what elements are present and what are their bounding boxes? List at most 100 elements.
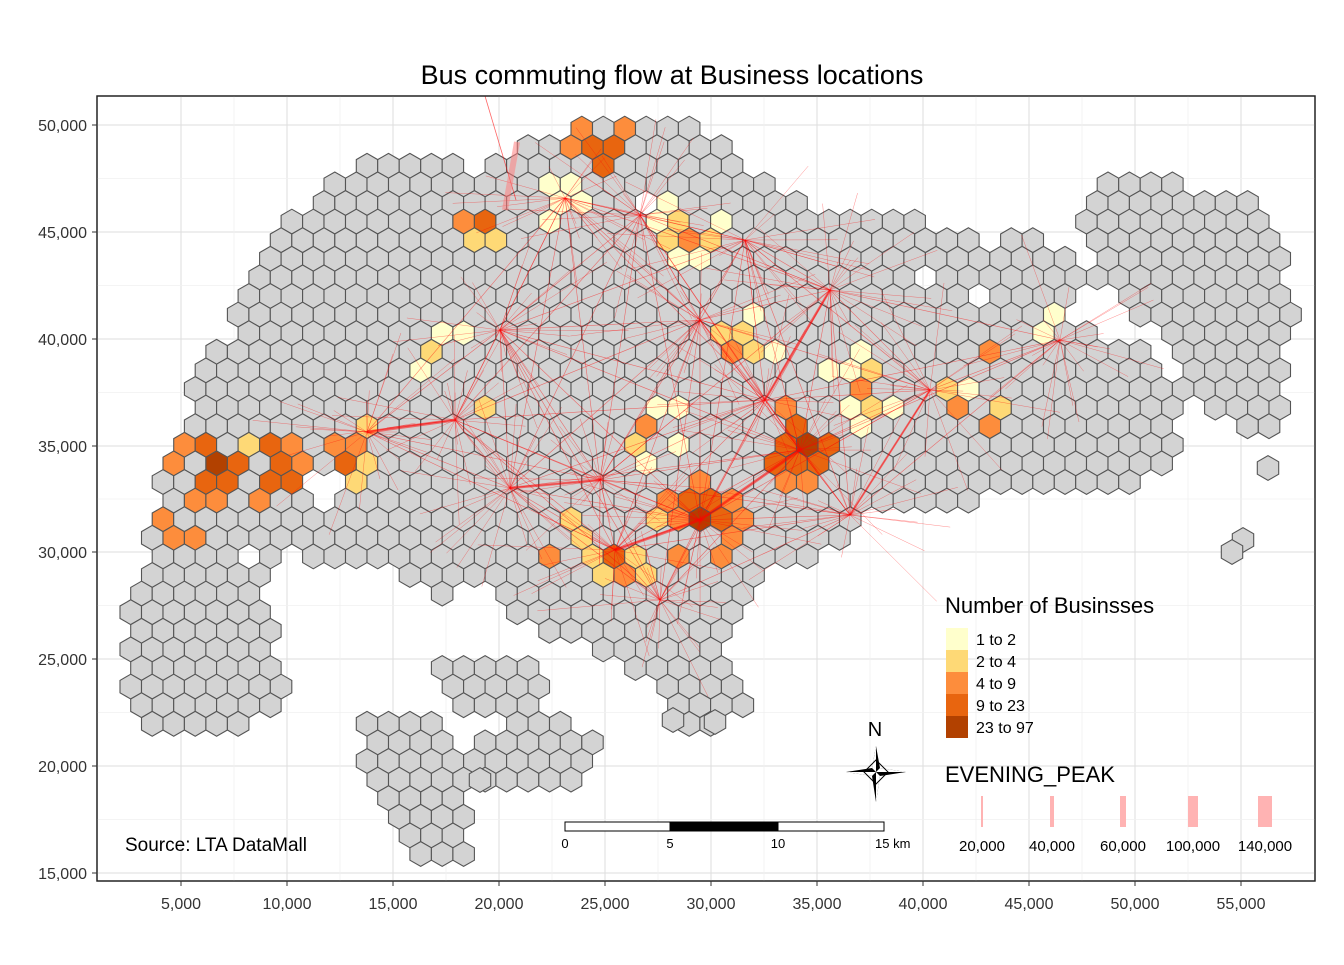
hexagon-cell [560, 767, 582, 792]
y-axis-ticks: 50,000 45,000 40,000 35,000 30,000 25,000 20,0… [38, 118, 97, 883]
map-title: Bus commuting flow at Business locations [421, 60, 924, 90]
x-tick-label: 30,000 [687, 896, 736, 913]
legend-flow-label: 40,000 [1029, 838, 1075, 855]
hexagon-cell [464, 563, 486, 588]
y-tick-label: 45,000 [38, 225, 87, 242]
hexagon-cell [367, 544, 389, 569]
hexagon-cell [539, 618, 561, 643]
hexagon-cell [1097, 470, 1119, 495]
x-tick-label: 15,000 [369, 896, 418, 913]
hexagon-cell [1257, 456, 1278, 481]
x-axis-ticks: 5,000 10,000 15,000 20,000 25,000 30,000 35,00… [161, 881, 1266, 913]
x-tick-label: 35,000 [793, 896, 842, 913]
hexagon-cell [313, 451, 335, 476]
hexagon-cell [1221, 540, 1242, 565]
hexagon-cell [1119, 470, 1141, 495]
scale-label-15: 15 km [875, 836, 910, 851]
y-tick-label: 25,000 [38, 652, 87, 669]
hexagon-cell [260, 693, 282, 718]
legend-label: 1 to 2 [976, 632, 1016, 649]
hexagon-cell [496, 767, 517, 792]
hexagon-cell [1258, 414, 1280, 439]
x-tick-label: 45,000 [1005, 896, 1054, 913]
hexagon-cell [1205, 395, 1227, 420]
y-tick-label: 30,000 [38, 545, 87, 562]
hexagon-cell [324, 544, 346, 569]
y-tick-label: 20,000 [38, 759, 87, 776]
hexagon-cell [625, 656, 647, 681]
legend-flow-line [1258, 796, 1272, 827]
hexagon-cell [593, 637, 615, 662]
source-credit: Source: LTA DataMall [125, 835, 307, 856]
legend-flow-line [981, 796, 983, 827]
scale-label-10: 10 [771, 836, 785, 851]
hexagon-cell [662, 708, 683, 733]
hexagon-cell [560, 618, 582, 643]
hexagon-cell [1087, 265, 1109, 290]
hexagon-cell [517, 767, 539, 792]
legend-flow-title: EVENING_PEAK [945, 762, 1115, 787]
x-tick-label: 40,000 [899, 896, 948, 913]
legend-flow-label: 60,000 [1100, 838, 1146, 855]
hexagon-cell [732, 693, 754, 718]
legend-label: 23 to 97 [976, 720, 1034, 737]
y-tick-label: 40,000 [38, 332, 87, 349]
x-tick-label: 50,000 [1111, 896, 1160, 913]
y-tick-label: 15,000 [38, 866, 87, 883]
legend-flow-line [1188, 796, 1198, 827]
hexagon-cell [507, 600, 528, 625]
legend-label: 4 to 9 [976, 676, 1016, 693]
scale-label-5: 5 [666, 836, 673, 851]
hexagon-cell [893, 488, 915, 513]
hexagon-cell [1033, 470, 1055, 495]
hexagon-cell [163, 711, 184, 736]
hexagon-cell [958, 488, 980, 513]
legend-businesses-title: Number of Businsses [945, 593, 1154, 618]
hexagon-cell [474, 693, 496, 718]
hexagon-cell [1076, 470, 1098, 495]
hexagon-cell [431, 581, 453, 606]
hexagon-cell [990, 470, 1012, 495]
legend-swatch [946, 672, 968, 694]
hexagon-cell [453, 693, 475, 718]
x-tick-label: 55,000 [1217, 896, 1266, 913]
legend-flow-label: 140,000 [1238, 838, 1292, 855]
hexagon-cell [453, 842, 475, 867]
legend-swatch [946, 694, 968, 716]
hexagon-cell [872, 488, 894, 513]
x-tick-label: 10,000 [263, 896, 312, 913]
north-arrow-label: N [868, 719, 882, 741]
hexagon-cell [704, 710, 725, 735]
hexagon-cell [184, 711, 206, 736]
hexagon-cell [1237, 414, 1259, 439]
legend-label: 2 to 4 [976, 654, 1016, 671]
hexagon-cell [410, 842, 432, 867]
hexagon-cell [1011, 470, 1033, 495]
hexagon-cell [431, 842, 453, 867]
hexagon-cell [1151, 451, 1173, 476]
y-tick-label: 35,000 [38, 439, 87, 456]
hexagon-cell [1054, 470, 1075, 495]
legend-swatch [946, 716, 968, 738]
x-tick-label: 5,000 [161, 896, 201, 913]
hexagon-cell [469, 768, 490, 793]
hexagon-cell [346, 544, 368, 569]
x-tick-label: 20,000 [475, 896, 524, 913]
hexagon-cell [539, 767, 561, 792]
legend-flow-line [1120, 796, 1126, 827]
scale-label-0: 0 [561, 836, 568, 851]
legend-flow-label: 100,000 [1166, 838, 1220, 855]
x-tick-label: 25,000 [581, 896, 630, 913]
legend-label: 9 to 23 [976, 698, 1025, 715]
hexagon-cell [227, 711, 249, 736]
hexagon-cell [206, 711, 228, 736]
hexagon-cell [915, 488, 936, 513]
hexagon-cell [303, 544, 324, 569]
hexagon-cell [399, 563, 421, 588]
legend-swatch [946, 650, 968, 672]
hexagon-cell [142, 711, 164, 736]
hexagon-cell [797, 544, 819, 569]
y-tick-label: 50,000 [38, 118, 87, 135]
legend-flow-line [1050, 796, 1054, 827]
